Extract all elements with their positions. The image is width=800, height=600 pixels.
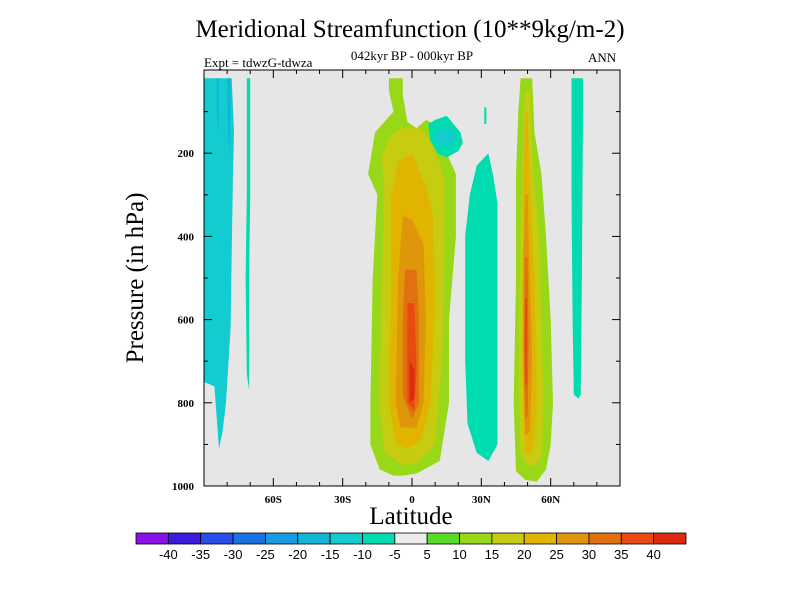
contour-region-nh-small-dash [484, 107, 487, 125]
y-tick-label: 400 [178, 231, 195, 243]
y-tick-label: 1000 [172, 481, 195, 493]
colorbar-label: 30 [582, 547, 596, 562]
colorbar-swatch [556, 532, 590, 545]
contour-region-sh-polar-core-1 [227, 78, 231, 154]
contour-regions [204, 70, 620, 486]
colorbar-label: -25 [256, 547, 275, 562]
colorbar-label: -30 [224, 547, 243, 562]
colorbar: -40 -35 -30 -25 -20 -15 -10 -5 5 10 15 20 25 30 35 40 [135, 532, 687, 562]
contour-region-nh-blob-core [432, 128, 456, 145]
chart-subtitle: 042kyr BP - 000kyr BP [350, 48, 474, 63]
colorbar-label: 5 [424, 547, 431, 562]
colorbar-swatch [265, 532, 299, 545]
contour-region-subtropical-negative-column [465, 153, 498, 461]
y-tick-label: 600 [178, 315, 195, 327]
colorbar-label: 40 [646, 547, 660, 562]
experiment-label: Expt = tdwzG-tdwza [204, 55, 313, 70]
colorbar-label: -20 [288, 547, 307, 562]
x-tick-label: 30N [472, 494, 491, 506]
colorbar-label: -40 [159, 547, 178, 562]
colorbar-swatch [491, 532, 525, 545]
season-label: ANN [588, 50, 617, 65]
colorbar-label: -5 [389, 547, 401, 562]
contour-region-nh-midlat-35 [524, 298, 528, 387]
colorbar-label: 10 [452, 547, 466, 562]
colorbar-label: -35 [191, 547, 210, 562]
contour-region-nh-highlat-negative [571, 78, 583, 399]
axis-ticks: 60S 30S 0 30N 60N 200 400 600 800 1000 [172, 70, 620, 506]
x-axis-label: Latitude [369, 503, 453, 530]
colorbar-swatch [620, 532, 655, 545]
colorbar-swatch [426, 532, 460, 545]
colorbar-label: 20 [517, 547, 531, 562]
contour-region-eq-plume-40 [409, 361, 415, 403]
colorbar-swatch [523, 532, 557, 545]
y-tick-label: 800 [178, 398, 195, 410]
colorbar-swatch [362, 532, 396, 545]
contour-region-sh-polar-negative-cell [204, 78, 234, 449]
contour-region-sh-polar-core-2 [216, 78, 219, 133]
colorbar-label: 35 [614, 547, 628, 562]
colorbar-swatch [135, 532, 169, 545]
x-tick-label: 60N [541, 494, 560, 506]
colorbar-label: 15 [485, 547, 499, 562]
colorbar-swatch [459, 532, 493, 545]
contour-region-sh-thin-column [245, 78, 251, 391]
x-tick-label: 30S [334, 494, 351, 506]
y-tick-label: 200 [178, 148, 195, 160]
colorbar-swatch [167, 532, 202, 545]
x-tick-label: 60S [265, 494, 282, 506]
colorbar-label: -15 [321, 547, 340, 562]
colorbar-swatch [232, 532, 266, 545]
colorbar-swatch [200, 532, 234, 545]
colorbar-swatch [394, 532, 428, 545]
x-tick-label: 0 [409, 494, 415, 506]
colorbar-swatch [588, 532, 622, 545]
colorbar-swatch [329, 532, 363, 545]
colorbar-swatch [653, 532, 687, 545]
colorbar-label: -10 [353, 547, 372, 562]
chart-title: Meridional Streamfunction (10**9kg/m-2) [195, 16, 625, 43]
colorbar-swatch [297, 532, 331, 545]
colorbar-label: 25 [549, 547, 563, 562]
